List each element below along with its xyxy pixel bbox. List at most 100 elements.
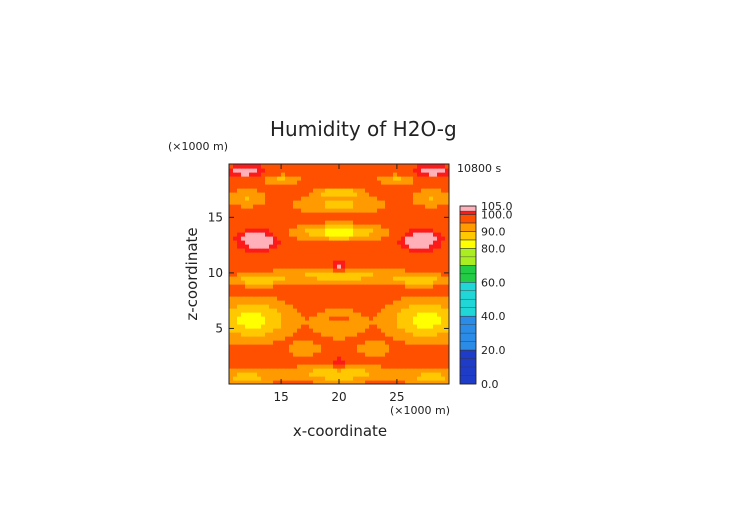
heatmap-cell [401, 252, 406, 257]
heatmap-cell [389, 208, 394, 213]
heatmap-cell [441, 328, 446, 333]
heatmap-cell [309, 244, 314, 249]
heatmap-cell [397, 232, 402, 237]
heatmap-cell [333, 208, 338, 213]
heatmap-cell [257, 292, 262, 297]
heatmap-cell [309, 216, 314, 221]
heatmap-cell [305, 236, 310, 241]
heatmap-cell [437, 256, 442, 261]
heatmap-cell [385, 364, 390, 369]
heatmap-cell [397, 248, 402, 253]
heatmap-cell [233, 196, 238, 201]
heatmap-cell [353, 372, 358, 377]
heatmap-cell [345, 308, 350, 313]
heatmap-cell [357, 360, 362, 365]
heatmap-cell [321, 200, 326, 205]
heatmap-cell [369, 256, 374, 261]
heatmap-cell [385, 216, 390, 221]
heatmap-cell [361, 316, 366, 321]
heatmap-cell [349, 280, 354, 285]
heatmap-cell [377, 196, 382, 201]
heatmap-cell [281, 232, 286, 237]
heatmap-cell [425, 260, 430, 265]
heatmap-cell [273, 344, 278, 349]
heatmap-cell [281, 216, 286, 221]
heatmap-cell [365, 284, 370, 289]
heatmap-cell [393, 264, 398, 269]
heatmap-cell [337, 236, 342, 241]
heatmap-cell [417, 248, 422, 253]
heatmap-cell [253, 276, 258, 281]
heatmap-cell [273, 296, 278, 301]
heatmap-cell [285, 308, 290, 313]
heatmap-cell [301, 352, 306, 357]
heatmap-cell [393, 200, 398, 205]
heatmap-cell [405, 264, 410, 269]
heatmap-cell [237, 212, 242, 217]
heatmap-cell [373, 220, 378, 225]
heatmap-cell [245, 368, 250, 373]
heatmap-cell [397, 260, 402, 265]
heatmap-cell [265, 368, 270, 373]
heatmap-cell [285, 276, 290, 281]
heatmap-cell [365, 224, 370, 229]
heatmap-cell [285, 248, 290, 253]
heatmap-cell [409, 288, 414, 293]
heatmap-cell [293, 328, 298, 333]
heatmap-cell [253, 376, 258, 381]
heatmap-cell [377, 352, 382, 357]
heatmap-cell [261, 228, 266, 233]
colorbar-label: 20.0 [481, 344, 506, 357]
heatmap-cell [297, 268, 302, 273]
heatmap-cell [309, 356, 314, 361]
heatmap-cell [313, 284, 318, 289]
heatmap-cell [445, 356, 449, 361]
heatmap-cell [305, 168, 310, 173]
heatmap-cell [381, 284, 386, 289]
heatmap-cell [305, 364, 310, 369]
heatmap-cell [369, 208, 374, 213]
heatmap-cell [249, 288, 254, 293]
heatmap-cell [409, 256, 414, 261]
heatmap-cell [333, 300, 338, 305]
heatmap-cell [433, 368, 438, 373]
heatmap-cell [329, 376, 334, 381]
heatmap-cell [429, 168, 434, 173]
heatmap-cell [405, 380, 410, 384]
heatmap-cell [281, 324, 286, 329]
heatmap-cell [413, 204, 418, 209]
heatmap-cell [401, 280, 406, 285]
heatmap-cell [265, 272, 270, 277]
heatmap-cell [321, 380, 326, 384]
heatmap-cell [409, 224, 414, 229]
heatmap-cell [421, 372, 426, 377]
heatmap-cell [309, 172, 314, 177]
heatmap-cell [309, 228, 314, 233]
heatmap-cell [301, 308, 306, 313]
heatmap-cell [317, 244, 322, 249]
heatmap-cell [289, 336, 294, 341]
heatmap-cell [297, 352, 302, 357]
heatmap-cell [265, 316, 270, 321]
heatmap-cell [369, 356, 374, 361]
heatmap-cell [337, 204, 342, 209]
heatmap-cell [293, 284, 298, 289]
heatmap-cell [309, 164, 314, 169]
heatmap-cell [277, 216, 282, 221]
heatmap-cell [253, 372, 258, 377]
heatmap-cell [425, 312, 430, 317]
heatmap-cell [361, 272, 366, 277]
heatmap-cell [405, 296, 410, 301]
heatmap-cell [317, 276, 322, 281]
heatmap-cell [429, 312, 434, 317]
heatmap-cell [397, 192, 402, 197]
heatmap-cell [437, 364, 442, 369]
heatmap-cell [317, 280, 322, 285]
heatmap-cell [433, 264, 438, 269]
heatmap-cell [417, 312, 422, 317]
heatmap-cell [229, 304, 234, 309]
heatmap-cell [417, 240, 422, 245]
heatmap-cell [229, 320, 234, 325]
heatmap-cell [425, 352, 430, 357]
heatmap-cell [369, 380, 374, 384]
